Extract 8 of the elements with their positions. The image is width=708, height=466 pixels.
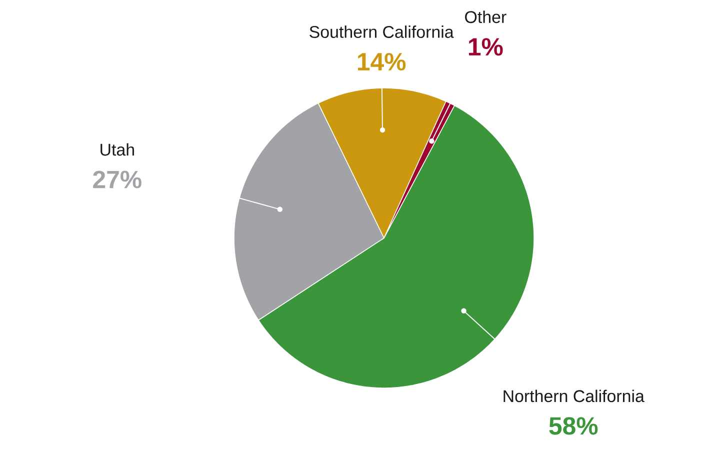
slice-label: Southern California	[310, 26, 454, 38]
slice-label: Other	[465, 10, 506, 24]
data-label: 1%	[469, 38, 503, 56]
slice-label: Northern California	[504, 390, 644, 402]
data-label: 27%	[93, 170, 142, 188]
data-label: 14%	[358, 52, 406, 71]
data-label: 58%	[549, 417, 598, 435]
slice-label: Utah	[100, 143, 134, 156]
